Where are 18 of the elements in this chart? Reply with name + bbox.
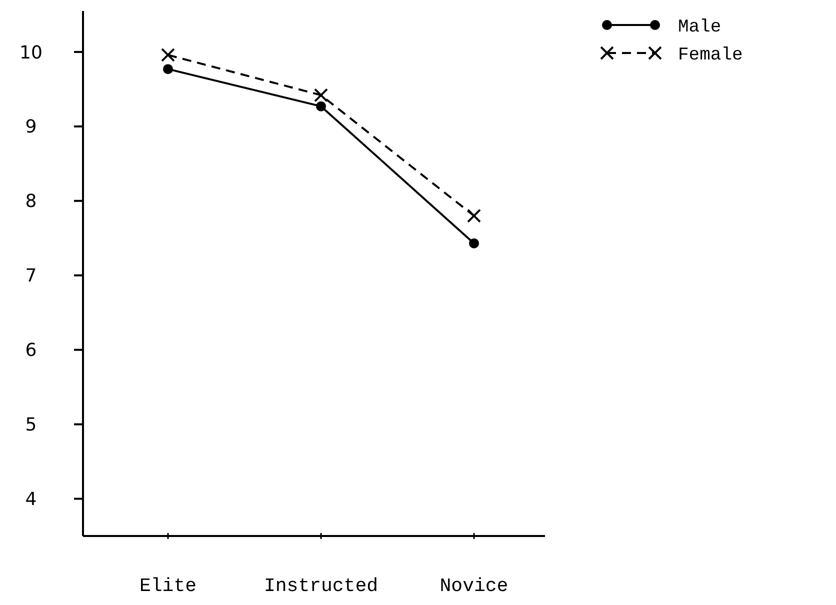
y-tick-label: 10 bbox=[20, 42, 42, 64]
y-tick-label: 4 bbox=[25, 489, 37, 510]
y-tick-label: 5 bbox=[25, 414, 37, 436]
point bbox=[161, 48, 175, 62]
point bbox=[469, 238, 479, 248]
x-tick-label: Instructed bbox=[264, 575, 378, 597]
x-tick-label: Elite bbox=[139, 575, 197, 597]
point bbox=[163, 64, 173, 74]
legend-label: Female bbox=[678, 45, 743, 66]
x-tick-label: Novice bbox=[440, 575, 508, 597]
y-tick-label: 6 bbox=[25, 340, 37, 362]
legend-label: Male bbox=[678, 17, 722, 38]
y-tick-label: 9 bbox=[25, 116, 37, 138]
point bbox=[314, 88, 328, 102]
point bbox=[316, 101, 326, 112]
y-tick-label: 8 bbox=[25, 191, 37, 212]
y-tick-label: 7 bbox=[25, 266, 37, 287]
point bbox=[467, 208, 481, 223]
